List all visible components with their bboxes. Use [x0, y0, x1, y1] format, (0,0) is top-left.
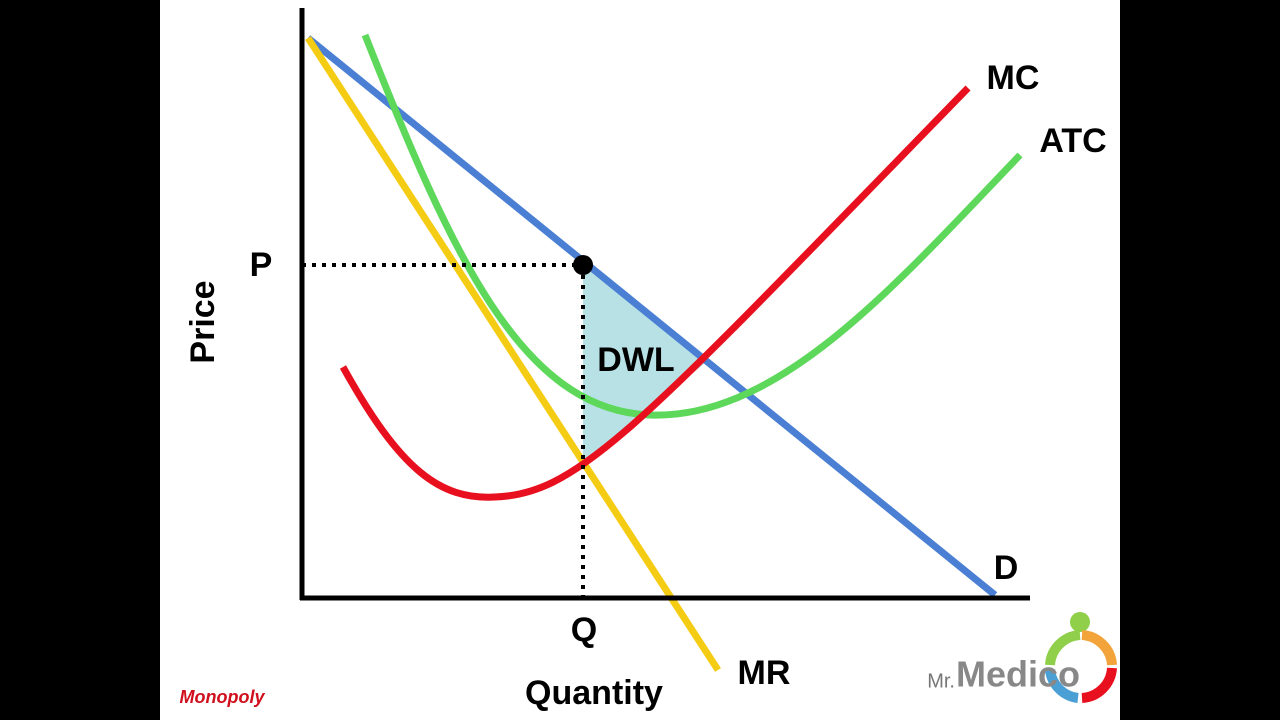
mr-curve — [305, 36, 721, 672]
equilibrium-point — [573, 255, 593, 275]
mc-curve — [339, 85, 971, 501]
mc-label: MC — [987, 59, 1040, 97]
y-axis-label: Price — [184, 280, 222, 363]
demand-label: D — [994, 549, 1019, 587]
atc-curve — [361, 33, 1023, 419]
price-marker: P — [250, 246, 273, 284]
logo-arc — [1045, 669, 1079, 703]
mr-label: MR — [738, 654, 791, 692]
logo-name: Medico — [956, 654, 1080, 695]
quantity-marker: Q — [571, 611, 597, 649]
atc-label: ATC — [1039, 122, 1106, 160]
footer-title: Monopoly — [180, 687, 266, 707]
logo-arc — [1045, 630, 1081, 666]
logo-prefix: Mr. — [927, 670, 955, 692]
demand-curve — [305, 35, 998, 598]
logo-head — [1070, 612, 1090, 632]
x-axis-label: Quantity — [525, 674, 663, 712]
dwl-area — [583, 265, 705, 465]
logo: Mr. Medico — [927, 612, 1117, 703]
logo-arc — [1081, 667, 1117, 703]
logo-arc — [1081, 630, 1117, 666]
dwl-label: DWL — [597, 341, 674, 379]
left-border — [0, 0, 160, 720]
right-border — [1120, 0, 1280, 720]
